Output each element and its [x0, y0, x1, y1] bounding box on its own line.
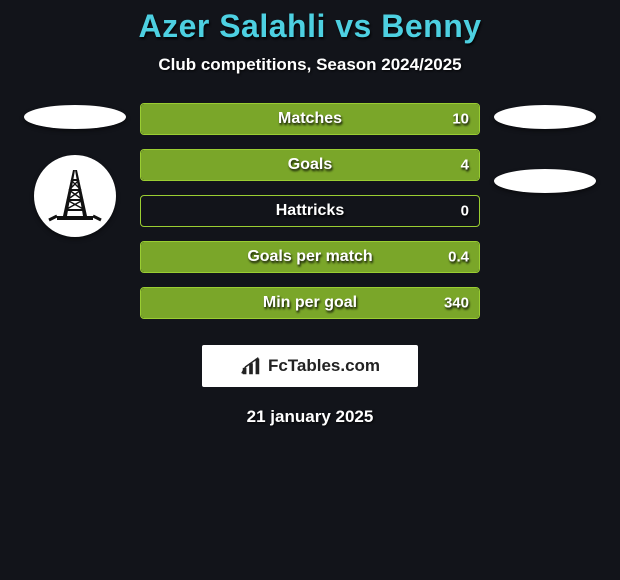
oil-derrick-icon: [45, 166, 105, 226]
stat-label: Goals: [141, 156, 479, 174]
bar-chart-icon: [240, 355, 262, 377]
stat-value: 340: [444, 295, 469, 312]
player-photo-placeholder: [494, 105, 596, 129]
comparison-widget: Azer Salahli vs Benny Club competitions,…: [0, 0, 620, 427]
main-row: Matches10 Goals4 Hattricks0 Goals per match…: [0, 103, 620, 319]
stat-label: Goals per match: [141, 248, 479, 266]
stat-bars-column: Matches10 Goals4 Hattricks0 Goals per match…: [140, 103, 480, 319]
stat-label: Min per goal: [141, 294, 479, 312]
stat-bar: Hattricks0: [140, 195, 480, 227]
subtitle: Club competitions, Season 2024/2025: [0, 55, 620, 75]
club-badge-placeholder: [494, 169, 596, 193]
club-badge-neftchi: [34, 155, 116, 237]
stat-value: 0.4: [448, 249, 469, 266]
stat-value: 4: [461, 157, 469, 174]
date-line: 21 january 2025: [0, 407, 620, 427]
stat-bar: Min per goal340: [140, 287, 480, 319]
brand-attribution[interactable]: FcTables.com: [202, 345, 418, 387]
stat-bar: Goals per match0.4: [140, 241, 480, 273]
stat-value: 0: [461, 203, 469, 220]
stat-value: 10: [452, 111, 469, 128]
stat-label: Matches: [141, 110, 479, 128]
right-player-column: [490, 103, 600, 193]
stat-label: Hattricks: [141, 202, 479, 220]
page-title: Azer Salahli vs Benny: [0, 8, 620, 45]
left-player-column: [20, 103, 130, 237]
stat-bar: Goals4: [140, 149, 480, 181]
player-photo-placeholder: [24, 105, 126, 129]
brand-text: FcTables.com: [268, 356, 380, 376]
stat-bar: Matches10: [140, 103, 480, 135]
